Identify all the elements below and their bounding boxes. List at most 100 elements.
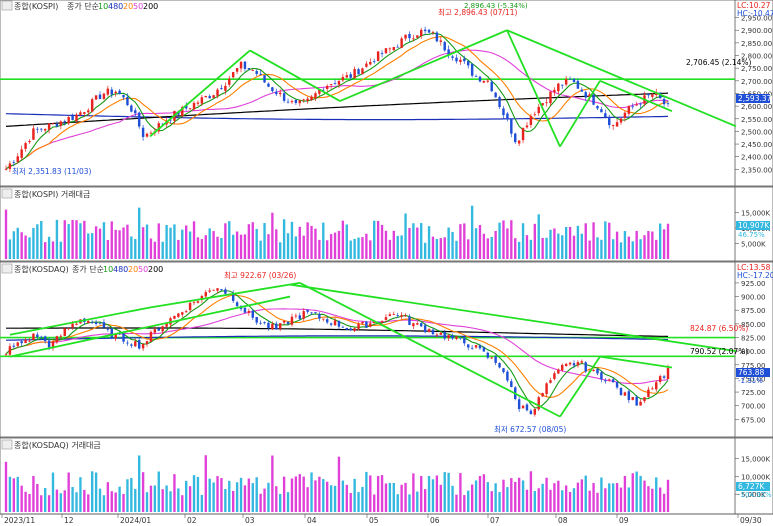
volume-bar[interactable] — [94, 472, 98, 512]
volume-bar[interactable] — [220, 478, 223, 512]
candle-body[interactable] — [98, 322, 102, 324]
candle-body[interactable] — [600, 372, 603, 380]
candle-body[interactable] — [498, 97, 501, 108]
volume-bar[interactable] — [161, 241, 164, 259]
candle-body[interactable] — [286, 321, 290, 325]
trend-line[interactable] — [9, 295, 291, 358]
volume-bar[interactable] — [627, 236, 631, 259]
candle-body[interactable] — [251, 70, 255, 72]
trend-line[interactable] — [149, 49, 251, 138]
volume-bar[interactable] — [200, 239, 204, 259]
volume-bar[interactable] — [474, 228, 478, 259]
volume-bar[interactable] — [639, 239, 642, 259]
candle-body[interactable] — [584, 92, 587, 98]
candle-body[interactable] — [134, 110, 137, 114]
volume-bar[interactable] — [235, 482, 239, 512]
volume-bar[interactable] — [514, 481, 517, 512]
volume-bar[interactable] — [572, 488, 576, 512]
volume-bar[interactable] — [427, 475, 431, 512]
candle-body[interactable] — [43, 336, 47, 342]
candle-body[interactable] — [4, 353, 8, 355]
volume-bar[interactable] — [67, 472, 70, 512]
volume-bar[interactable] — [455, 494, 458, 512]
candle-body[interactable] — [447, 335, 450, 339]
volume-bar[interactable] — [396, 494, 399, 512]
candle-body[interactable] — [4, 168, 8, 170]
candle-body[interactable] — [608, 379, 611, 381]
candle-body[interactable] — [647, 93, 650, 96]
candle-body[interactable] — [102, 93, 106, 99]
volume-bar[interactable] — [439, 484, 442, 512]
candle-body[interactable] — [235, 302, 239, 307]
candle-body[interactable] — [423, 325, 427, 333]
volume-bar[interactable] — [329, 485, 333, 512]
volume-bar[interactable] — [43, 488, 47, 512]
volume-bar[interactable] — [153, 241, 157, 259]
panel-toggle-icon[interactable] — [1, 0, 13, 11]
candle-body[interactable] — [396, 315, 399, 316]
candle-body[interactable] — [235, 68, 239, 72]
volume-bar[interactable] — [224, 223, 227, 259]
volume-bar[interactable] — [322, 479, 325, 512]
volume-bar[interactable] — [498, 222, 501, 259]
volume-bar[interactable] — [557, 233, 560, 259]
candle-body[interactable] — [423, 29, 427, 32]
candle-body[interactable] — [12, 162, 16, 163]
volume-bar[interactable] — [533, 491, 536, 512]
volume-bar[interactable] — [110, 221, 113, 259]
candle-body[interactable] — [435, 334, 439, 336]
volume-bar[interactable] — [655, 239, 658, 259]
candle-body[interactable] — [200, 97, 204, 104]
volume-bar[interactable] — [239, 234, 243, 259]
volume-bar[interactable] — [463, 223, 466, 259]
candle-body[interactable] — [118, 90, 121, 95]
volume-bar[interactable] — [494, 230, 497, 259]
candle-body[interactable] — [455, 57, 458, 62]
volume-bar[interactable] — [4, 461, 8, 512]
volume-bar[interactable] — [365, 233, 368, 259]
candle-body[interactable] — [51, 341, 55, 349]
trend-line[interactable] — [299, 282, 561, 418]
candle-body[interactable] — [529, 116, 533, 125]
volume-bar[interactable] — [8, 476, 12, 512]
candle-body[interactable] — [619, 387, 623, 396]
volume-bar[interactable] — [90, 233, 94, 259]
volume-bar[interactable] — [181, 229, 184, 259]
volume-bar[interactable] — [404, 482, 407, 512]
volume-bar[interactable] — [517, 477, 521, 512]
candle-body[interactable] — [314, 93, 317, 99]
volume-bar[interactable] — [596, 237, 599, 259]
candle-body[interactable] — [110, 328, 113, 339]
volume-bar[interactable] — [243, 234, 247, 259]
volume-bar[interactable] — [114, 492, 117, 512]
candle-body[interactable] — [294, 315, 298, 317]
volume-bar[interactable] — [608, 222, 611, 259]
volume-bar[interactable] — [275, 229, 278, 259]
volume-bar[interactable] — [400, 235, 403, 259]
volume-bar[interactable] — [451, 485, 454, 512]
volume-bar[interactable] — [118, 486, 121, 512]
candle-body[interactable] — [662, 98, 666, 105]
candle-body[interactable] — [431, 31, 435, 33]
volume-bar[interactable] — [282, 476, 286, 512]
trend-line[interactable] — [289, 283, 737, 353]
candle-body[interactable] — [130, 344, 133, 346]
volume-bar[interactable] — [87, 233, 90, 259]
candle-body[interactable] — [521, 405, 525, 409]
candle-body[interactable] — [220, 88, 223, 90]
candle-body[interactable] — [467, 344, 470, 348]
volume-bar[interactable] — [153, 485, 157, 512]
volume-bar[interactable] — [204, 235, 207, 259]
volume-bar[interactable] — [596, 492, 599, 512]
volume-bar[interactable] — [200, 494, 204, 512]
volume-bar[interactable] — [271, 455, 274, 512]
candle-body[interactable] — [596, 368, 599, 374]
volume-bar[interactable] — [568, 492, 572, 512]
volume-bar[interactable] — [59, 493, 63, 512]
candle-body[interactable] — [16, 156, 19, 162]
candle-body[interactable] — [59, 335, 63, 337]
volume-bar[interactable] — [32, 476, 35, 512]
volume-bar[interactable] — [592, 483, 595, 512]
candle-body[interactable] — [517, 399, 521, 410]
candle-body[interactable] — [486, 80, 490, 82]
